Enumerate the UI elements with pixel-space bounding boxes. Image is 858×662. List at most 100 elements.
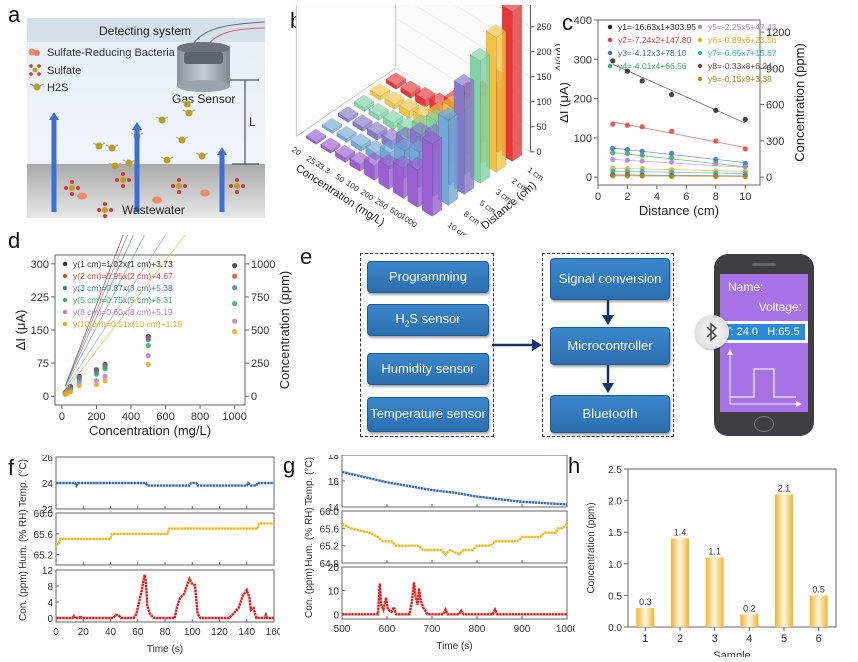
h2s-molecule-icon bbox=[182, 109, 196, 117]
sulfur-atom bbox=[125, 159, 133, 167]
bar-value-label: 1.4 bbox=[674, 528, 687, 538]
y-axis-label: Con. (ppm) bbox=[304, 568, 315, 618]
legend-label: y7=-0.65x7+15.67 bbox=[708, 48, 777, 58]
data-point bbox=[610, 58, 616, 64]
legend-marker bbox=[62, 309, 68, 315]
x-tick-label: 20 bbox=[78, 627, 90, 638]
panel-label-c: c bbox=[562, 10, 573, 35]
panel-f-chart: 22 24 26 Temp. (°C) 65.2 65.6 66.0 Hum. (% RH) 0… bbox=[18, 453, 283, 657]
x-axis-label: Time (s) bbox=[147, 644, 183, 655]
bar-top bbox=[421, 130, 443, 145]
legend-marker bbox=[607, 37, 613, 43]
y2-tick-label: 0 bbox=[251, 391, 257, 403]
y-tick-label: 100 bbox=[574, 133, 592, 145]
x-tick-label: 600 bbox=[379, 624, 396, 635]
bar-top bbox=[398, 98, 420, 112]
y-axis-label: Temp. (°C) bbox=[304, 457, 315, 505]
flow-box-humidity-sensor: Humidity sensor bbox=[367, 353, 489, 385]
distance-tick-label: 10 cm bbox=[446, 220, 469, 235]
data-point bbox=[742, 116, 748, 122]
data-point bbox=[232, 262, 238, 269]
timeseries-f-svg: 22 24 26 Temp. (°C) 65.2 65.6 66.0 Hum. (% RH) 0… bbox=[18, 453, 283, 655]
bar-top bbox=[400, 80, 421, 94]
x-tick-label: 1 bbox=[642, 633, 648, 645]
y-tick-label: 0 bbox=[586, 172, 592, 184]
schematic-svg: L Detecting system Gas Sensor Sulfate-Re… bbox=[27, 18, 266, 218]
y-tick-label: 66.0 bbox=[320, 507, 340, 518]
bar-value-label: 2.1 bbox=[778, 483, 791, 493]
data-point bbox=[639, 158, 645, 164]
x-tick-label: 40 bbox=[105, 627, 117, 638]
flow-box-temperature-sensor: Temperature sensor bbox=[367, 397, 489, 432]
panel-c-chart: 0 2 4 6 8 10 0 100 200 300 400 0 300 600 900 1200 Distan… bbox=[556, 10, 858, 225]
data-point bbox=[232, 300, 238, 307]
x-tick-label: 4 bbox=[746, 633, 752, 645]
oxygen-atom bbox=[121, 172, 125, 176]
x-tick-label: 0 bbox=[59, 411, 65, 423]
data-point bbox=[610, 121, 616, 127]
data-point bbox=[624, 68, 631, 74]
data-point bbox=[145, 342, 151, 349]
data-point bbox=[232, 329, 238, 335]
data-point bbox=[232, 273, 238, 279]
data-point bbox=[639, 78, 645, 84]
y-tick-label: 26 bbox=[42, 455, 54, 464]
legend-bacteria-icon bbox=[28, 48, 40, 56]
oxygen-atom bbox=[235, 178, 239, 182]
y-tick-label: 200 bbox=[574, 94, 592, 106]
subplot-frame bbox=[341, 454, 568, 508]
x-tick-label: 2 bbox=[624, 191, 630, 203]
data-point bbox=[639, 152, 645, 158]
y-tick-label: 2.5 bbox=[608, 465, 622, 476]
phone-readout: T: 24.0 H:65.5 bbox=[723, 324, 805, 340]
y2-tick-label: 0 bbox=[766, 172, 772, 184]
plot-frame bbox=[597, 19, 761, 186]
y-tick-label: 65.2 bbox=[320, 542, 340, 553]
z-tick-label: 150 bbox=[536, 72, 551, 82]
sulfate-ions bbox=[64, 172, 245, 218]
legend-label: y8=-0.33x8+6.24 bbox=[708, 61, 772, 71]
bar3d-2cm-25 bbox=[384, 91, 405, 110]
bar-sample-5 bbox=[775, 494, 793, 627]
data-point bbox=[639, 173, 645, 179]
bar-top bbox=[414, 86, 436, 101]
legend-label: y(3 cm)=0.87x(3 cm)+5.38 bbox=[73, 283, 173, 293]
y-tick-label: 12 bbox=[42, 566, 54, 577]
panel-label-e: e bbox=[300, 244, 313, 269]
y-tick-label: 66.0 bbox=[34, 509, 54, 520]
x-tick-label: 1000 bbox=[556, 624, 575, 635]
concentration-tick-label: 250 bbox=[374, 197, 391, 212]
y2-tick-label: 600 bbox=[766, 100, 784, 112]
bar3d-svg: 050100150200250300ΔI(μA)1000500250200100… bbox=[290, 0, 565, 240]
y2-axis-label: Concentration (ppm) bbox=[277, 271, 292, 390]
bar-sample-3 bbox=[705, 557, 724, 627]
flow-box-programming: Programming bbox=[367, 261, 489, 293]
y-tick-label: 4 bbox=[47, 598, 53, 609]
bar3d-1cm-20 bbox=[385, 72, 407, 90]
x-tick-label: 80 bbox=[159, 627, 171, 638]
bar-front bbox=[421, 137, 433, 217]
data-point bbox=[102, 366, 108, 372]
bar-top bbox=[469, 47, 491, 62]
data-point bbox=[713, 138, 719, 144]
oxygen-atom bbox=[103, 202, 107, 206]
sulfur-atom bbox=[183, 100, 191, 108]
subplot-frame bbox=[341, 510, 568, 564]
sulfur-atom bbox=[158, 116, 166, 124]
sulfate-icon bbox=[229, 178, 245, 194]
legend-marker bbox=[607, 24, 613, 30]
phone-voltage-label: Voltage: bbox=[758, 300, 802, 314]
arrow-shaft bbox=[134, 128, 140, 212]
bar-side bbox=[512, 4, 523, 162]
legend-sulfate-icon bbox=[29, 64, 41, 76]
x-tick-label: 60 bbox=[132, 627, 144, 638]
x-axis-label: Distance (cm) bbox=[639, 203, 719, 218]
data-point bbox=[639, 148, 645, 154]
data-point bbox=[624, 147, 631, 153]
oxygen-atom bbox=[115, 178, 119, 182]
bluetooth-badge bbox=[695, 315, 729, 349]
scatter-c-svg: 0 2 4 6 8 10010020030040003006009001200Distan… bbox=[556, 15, 807, 218]
y-tick-label: 1.5 bbox=[608, 528, 622, 539]
data-point bbox=[713, 173, 719, 179]
arrow-shaft bbox=[51, 118, 57, 212]
